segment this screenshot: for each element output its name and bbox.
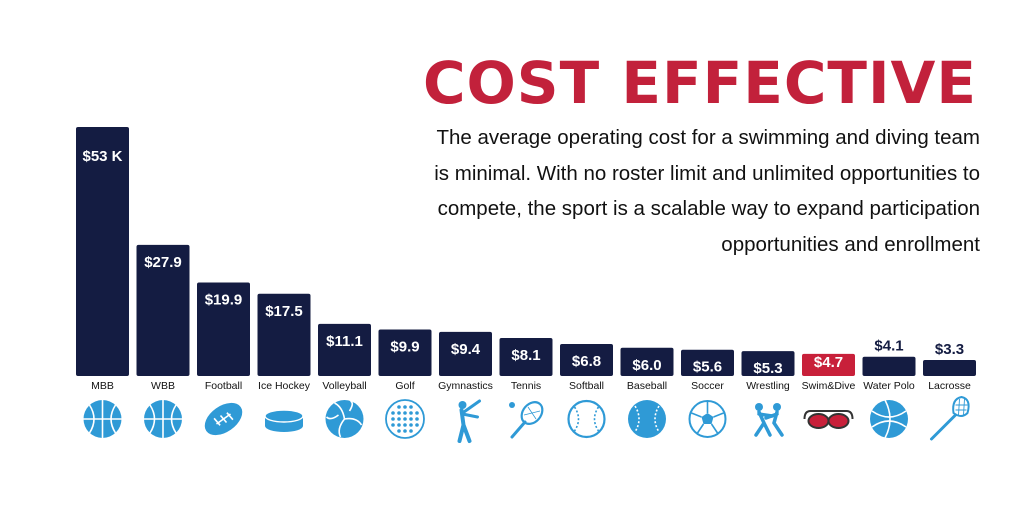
wrestlers-icon [754, 403, 784, 437]
data-label: $4.1 [874, 338, 903, 355]
data-label: $5.6 [693, 359, 722, 376]
bar-baseball [620, 347, 674, 376]
bar-water-polo [862, 356, 916, 376]
baseball-icon [628, 400, 666, 438]
data-label: $5.3 [753, 360, 782, 377]
category-label: Lacrosse [928, 380, 971, 392]
bar-tennis [499, 337, 553, 376]
football-icon [204, 402, 243, 436]
basketball-icon [83, 400, 122, 438]
data-label: $27.9 [144, 254, 182, 271]
bar-ice-hockey [257, 293, 311, 376]
category-label: Gymnastics [438, 380, 493, 392]
bar-wbb [136, 244, 190, 376]
bar-golf [378, 329, 432, 376]
data-label: $3.3 [935, 341, 964, 358]
bar-gymnastics [439, 331, 492, 376]
category-label: Tennis [511, 380, 541, 392]
category-label: Volleyball [322, 380, 366, 392]
bar-football [197, 282, 250, 376]
basketball-icon [144, 400, 182, 438]
bar-wrestling [741, 351, 795, 376]
data-label: $4.7 [814, 354, 843, 371]
description-text: The average operating cost for a swimmin… [434, 126, 980, 256]
tennis-racket-icon [509, 401, 544, 439]
category-label: MBB [91, 380, 114, 392]
data-label: $8.1 [511, 347, 540, 364]
page-title: COST EFFECTIVE [422, 49, 978, 117]
data-label: $9.9 [390, 338, 419, 355]
data-label: $6.0 [632, 357, 661, 374]
data-label: $19.9 [205, 292, 243, 309]
gymnast-icon [457, 399, 481, 443]
soccer-ball-icon [688, 400, 727, 438]
bar-lacrosse [923, 360, 976, 376]
category-label: Ice Hockey [258, 380, 311, 392]
bar-mbb [76, 127, 129, 376]
category-label: Golf [395, 380, 414, 392]
golf-ball-icon [385, 399, 425, 439]
swim-goggles-icon [803, 410, 854, 429]
hockey-puck-icon [264, 409, 304, 432]
icons-group [83, 395, 970, 443]
category-label: Swim&Dive [802, 380, 856, 392]
category-label: Baseball [627, 380, 667, 392]
bars-group: $53 K MBB $27.9 WBB $19.9 Football $17.5 Ice Ho… [76, 127, 976, 392]
data-label: $9.4 [451, 341, 481, 358]
bar-soccer [681, 349, 734, 376]
category-label: Water Polo [863, 380, 915, 392]
category-label: Softball [569, 380, 604, 392]
category-label: Soccer [691, 380, 724, 392]
volleyball-icon [325, 400, 364, 438]
bar-swim-dive [802, 353, 855, 376]
bar-softball [560, 344, 613, 376]
data-label: $11.1 [326, 333, 363, 350]
lacrosse-stick-icon [930, 395, 970, 441]
category-label: Football [205, 380, 242, 392]
category-label: WBB [151, 380, 175, 392]
bar-volleyball [318, 323, 371, 376]
data-label: $17.5 [265, 303, 303, 320]
data-label: $53 K [82, 148, 122, 165]
water-polo-ball-icon [870, 399, 908, 439]
data-label: $6.8 [572, 353, 601, 370]
category-label: Wrestling [746, 380, 790, 392]
softball-icon [567, 399, 606, 439]
